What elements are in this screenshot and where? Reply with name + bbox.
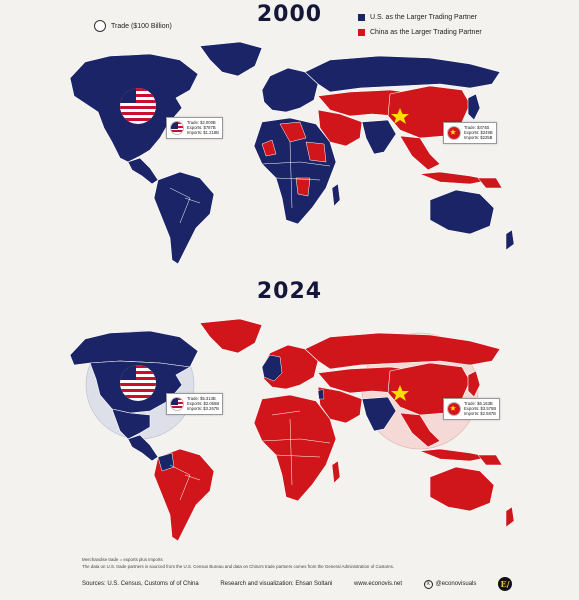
- canada: [69, 330, 199, 368]
- footnote-sources: The data on U.S. trade partners is sourc…: [82, 564, 394, 569]
- us-flag-icon: [170, 120, 184, 135]
- australia: [429, 466, 495, 512]
- us-exports-2024: Exports: $2.065B: [187, 401, 220, 407]
- china-imports-2000: Imports: $225B: [464, 135, 493, 141]
- india: [361, 119, 397, 155]
- legend-china: China as the Larger Trading Partner: [358, 29, 482, 36]
- size-circle-icon: [94, 20, 106, 32]
- central-america: [127, 157, 159, 185]
- south-america-borders: [169, 187, 201, 224]
- legend-china-label: China as the Larger Trading Partner: [370, 29, 482, 36]
- japan: [467, 370, 481, 398]
- footer-credit: Research and visualization: Ehsan Soltan…: [220, 581, 333, 587]
- us-flag-marker-2000: [120, 88, 156, 124]
- south-america: [153, 171, 215, 265]
- africa-red-4: [295, 177, 311, 197]
- madagascar: [331, 183, 341, 207]
- china-swatch-icon: [358, 29, 365, 36]
- footer: Sources: U.S. Census, Customs of of Chin…: [82, 577, 512, 591]
- footer-sources: Sources: U.S. Census, Customs of of Chin…: [82, 581, 199, 587]
- world-map-2024: [69, 318, 515, 542]
- china-flag-icon: [447, 125, 461, 140]
- us-flag-marker-2024: [120, 365, 156, 401]
- us-trade-box-2024: Trade: $5.313B Exports: $2.065B Imports:…: [166, 393, 224, 415]
- china-flag-marker-2000: [391, 108, 409, 124]
- footer-social[interactable]: X @econovisuals: [423, 579, 477, 589]
- legend-size-label: Trade ($100 Billion): [111, 22, 172, 30]
- us-trade-2024: Trade: $5.313B: [187, 396, 216, 401]
- year-title-2024: 2024: [256, 279, 323, 304]
- us-exports-2000: Exports: $787B: [187, 125, 216, 131]
- africa: [253, 394, 337, 502]
- uk-france: [261, 354, 283, 382]
- us-trade-box-2000: Trade: $2.000B Exports: $787B Imports: $…: [166, 117, 223, 139]
- europe: [261, 67, 319, 113]
- footnote-merchandise: Merchandise trade = exports plus imports: [82, 557, 163, 562]
- russia: [304, 332, 501, 370]
- china-trade-box-2024: Trade: $6.163B Exports: $3.575B Imports:…: [443, 398, 501, 420]
- madagascar: [331, 460, 341, 484]
- china-trade-2024: Trade: $6.163B: [464, 401, 493, 406]
- south-america: [153, 448, 215, 542]
- papua: [477, 177, 503, 189]
- us-swatch-icon: [358, 14, 365, 21]
- footer-website[interactable]: www.econovis.net: [353, 581, 403, 587]
- india: [361, 396, 397, 432]
- legend-us: U.S. as the Larger Trading Partner: [358, 14, 482, 21]
- china-flag-marker-2024: [391, 385, 409, 401]
- x-logo-icon: X: [423, 579, 433, 589]
- us-imports-2024: Imports: $3.267B: [187, 406, 219, 412]
- china-flag-icon: [447, 401, 461, 416]
- footer-social-handle: @econovisuals: [435, 581, 477, 587]
- africa-red-2: [305, 141, 327, 163]
- china-exports-2000: Exports: $249B: [464, 130, 493, 136]
- africa-borders: [261, 141, 331, 209]
- legend-size: Trade ($100 Billion): [94, 20, 172, 32]
- china-imports-2024: Imports: $2.587B: [464, 411, 496, 417]
- southeast-asia: [399, 135, 441, 171]
- year-title-2000: 2000: [256, 2, 323, 27]
- legend-us-label: U.S. as the Larger Trading Partner: [370, 14, 477, 21]
- africa-red-3: [261, 139, 277, 157]
- mexico: [111, 408, 151, 440]
- papua: [477, 454, 503, 466]
- us-imports-2000: Imports: $1.218B: [187, 130, 219, 136]
- econovis-logo-icon: E/: [497, 577, 512, 591]
- africa-red-1: [279, 121, 307, 143]
- africa-borders: [261, 410, 331, 486]
- new-zealand: [505, 506, 515, 528]
- new-zealand: [505, 229, 515, 251]
- middle-east: [317, 386, 363, 424]
- greenland: [199, 41, 263, 77]
- southeast-asia: [399, 412, 441, 448]
- australia: [429, 189, 495, 235]
- china-exports-2024: Exports: $3.575B: [464, 406, 497, 412]
- japan: [467, 93, 481, 121]
- russia: [304, 55, 501, 93]
- greenland: [199, 318, 263, 354]
- world-map-2000: [69, 41, 515, 265]
- us-flag-icon: [170, 396, 184, 411]
- israel: [317, 388, 325, 400]
- central-america: [127, 434, 159, 462]
- legend-colors: U.S. as the Larger Trading Partner China…: [358, 14, 482, 36]
- south-america-borders: [169, 464, 201, 501]
- middle-east: [317, 109, 363, 147]
- china-trade-box-2000: Trade: $474B Exports: $249B Imports: $22…: [443, 122, 497, 144]
- us-trade-2000: Trade: $2.000B: [187, 120, 216, 125]
- china-trade-2000: Trade: $474B: [464, 125, 490, 130]
